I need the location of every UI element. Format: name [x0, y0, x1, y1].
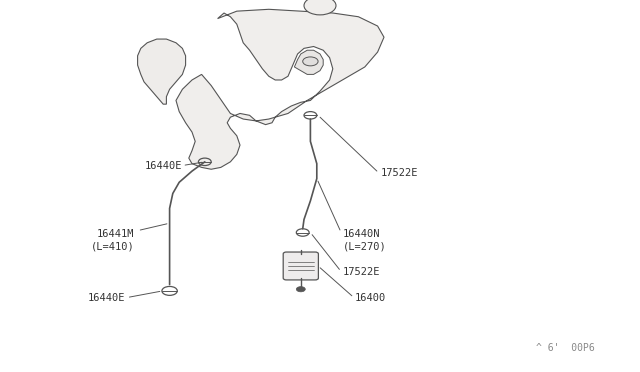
Text: 16440N
(L=270): 16440N (L=270) — [342, 229, 386, 251]
Polygon shape — [138, 39, 186, 104]
Text: 16440E: 16440E — [87, 293, 125, 302]
Polygon shape — [294, 50, 323, 74]
Text: 17522E: 17522E — [342, 267, 380, 276]
Polygon shape — [176, 9, 384, 169]
Circle shape — [296, 287, 305, 292]
Text: 16400: 16400 — [355, 293, 387, 302]
Text: 17522E: 17522E — [381, 168, 419, 178]
Circle shape — [304, 0, 336, 15]
Text: 16440E: 16440E — [145, 161, 182, 170]
FancyBboxPatch shape — [283, 252, 319, 280]
Text: ^ 6'  00P6: ^ 6' 00P6 — [536, 343, 595, 353]
Text: 16441M
(L=410): 16441M (L=410) — [91, 229, 134, 251]
Circle shape — [303, 57, 318, 66]
